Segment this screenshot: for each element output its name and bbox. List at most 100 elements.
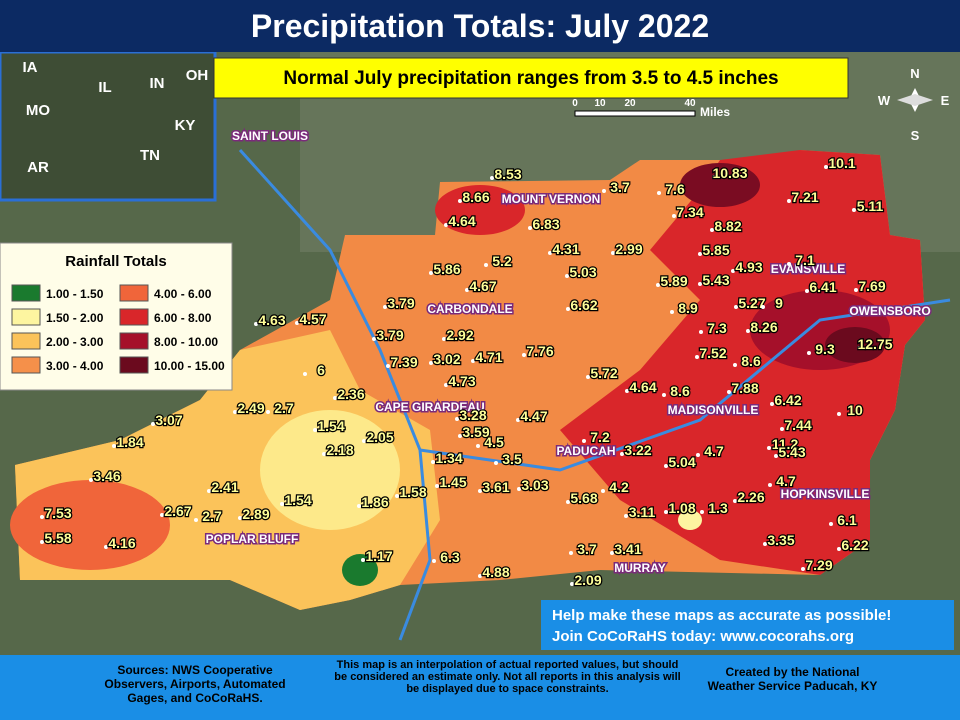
station-value: 3.11 — [629, 504, 656, 520]
subtitle: Normal July precipitation ranges from 3.… — [283, 68, 778, 89]
station-value: 7.69 — [858, 278, 885, 294]
station-dot — [657, 191, 661, 195]
legend-label: 6.00 - 8.00 — [154, 311, 212, 325]
compass-w: W — [878, 93, 891, 108]
station-dot — [233, 410, 237, 414]
station-dot — [465, 288, 469, 292]
station-value: 1.08 — [668, 500, 695, 516]
station-dot — [672, 214, 676, 218]
zone-6-8 — [560, 150, 925, 575]
legend-swatch — [119, 284, 149, 302]
legend-swatch — [119, 332, 149, 350]
station-dot — [383, 305, 387, 309]
city-label: MOUNT VERNON — [502, 192, 601, 206]
station-dot — [805, 289, 809, 293]
station-dot — [787, 199, 791, 203]
station-dot — [432, 559, 436, 563]
station-value: 3.5 — [502, 451, 522, 467]
station-value: 10.1 — [828, 155, 855, 171]
state-label: IN — [150, 75, 165, 92]
station-dot — [395, 494, 399, 498]
station-value: 4.7 — [776, 473, 796, 489]
station-dot — [624, 514, 628, 518]
station-dot — [733, 363, 737, 367]
river — [419, 298, 951, 472]
station-dot — [522, 353, 526, 357]
station-value: 4.67 — [469, 278, 496, 294]
station-dot — [664, 510, 668, 514]
station-dot — [854, 288, 858, 292]
station-value: 6 — [317, 362, 325, 378]
station-dot — [857, 346, 861, 350]
station-dot — [303, 372, 307, 376]
station-value: 6.1 — [837, 512, 857, 528]
station-value: 3.35 — [767, 532, 794, 548]
station-dot — [478, 574, 482, 578]
station-value: 10 — [847, 402, 863, 418]
city-label: MURRAY — [614, 561, 666, 575]
station-dot — [528, 226, 532, 230]
river — [238, 148, 432, 641]
scale-tick: 40 — [684, 98, 696, 109]
city-label: HOPKINSVILLE — [781, 487, 870, 501]
station-value: 6.42 — [774, 392, 801, 408]
station-value: 4.63 — [258, 312, 285, 328]
station-dot — [801, 567, 805, 571]
station-dot — [602, 189, 606, 193]
footer-credit: Created by the National Weather Service … — [707, 665, 878, 693]
station-dot — [601, 489, 605, 493]
station-value: 2.36 — [337, 386, 364, 402]
station-value: 3.7 — [577, 541, 597, 557]
station-value: 2.92 — [446, 327, 473, 343]
station-dot — [710, 228, 714, 232]
station-value: 3.02 — [433, 351, 460, 367]
station-dot — [362, 439, 366, 443]
station-value: 2.89 — [242, 506, 269, 522]
station-value: 5.68 — [570, 490, 597, 506]
legend-label: 8.00 - 10.00 — [154, 335, 218, 349]
compass-e: E — [941, 93, 950, 108]
city-label: SAINT LOUIS — [232, 129, 308, 143]
station-dot — [458, 434, 462, 438]
station-dot — [151, 422, 155, 426]
legend-label: 1.50 - 2.00 — [46, 311, 104, 325]
station-dot — [566, 500, 570, 504]
station-dot — [837, 547, 841, 551]
station-value: 1.84 — [116, 434, 143, 450]
station-value: 6.62 — [570, 297, 597, 313]
station-value: 3.28 — [459, 407, 486, 423]
zone-1-1.5 — [342, 554, 378, 586]
footer-disclaimer: This map is an interpolation of actual r… — [334, 659, 681, 695]
legend-swatch — [11, 356, 41, 374]
station-value: 4.64 — [629, 379, 656, 395]
station-value: 9 — [775, 295, 783, 311]
station-dot — [837, 412, 841, 416]
city-label: MADISONVILLE — [668, 403, 759, 417]
state-label: IA — [23, 59, 38, 76]
station-dot — [194, 518, 198, 522]
station-value: 10.83 — [712, 165, 747, 181]
station-value: 3.79 — [376, 327, 403, 343]
station-value: 4.88 — [482, 564, 509, 580]
station-value: 7.76 — [526, 343, 553, 359]
station-dot — [372, 337, 376, 341]
station-dot — [386, 364, 390, 368]
state-label: KY — [175, 117, 196, 134]
station-dot — [295, 321, 299, 325]
station-dot — [357, 504, 361, 508]
station-dot — [787, 262, 791, 266]
station-dot — [548, 251, 552, 255]
station-value: 3.79 — [387, 295, 414, 311]
station-dot — [565, 274, 569, 278]
station-dot — [435, 484, 439, 488]
station-dot — [238, 516, 242, 520]
compass-s: S — [911, 128, 920, 143]
compass-n: N — [910, 66, 919, 81]
station-dot — [768, 483, 772, 487]
scale-bar — [574, 110, 696, 117]
title: Precipitation Totals: July 2022 — [0, 0, 960, 52]
station-dot — [280, 502, 284, 506]
station-value: 4.16 — [108, 535, 135, 551]
station-dot — [852, 208, 856, 212]
